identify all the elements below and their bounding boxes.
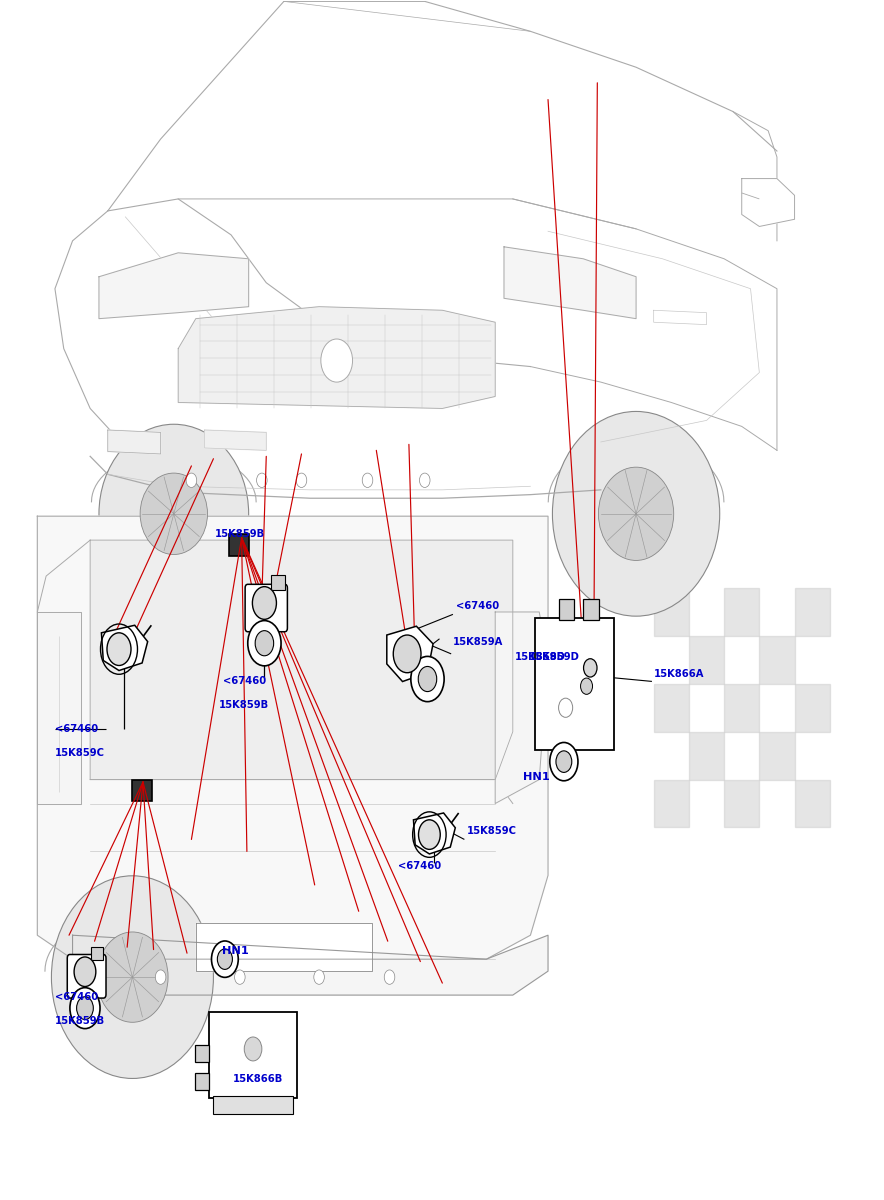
Circle shape xyxy=(559,698,573,718)
Circle shape xyxy=(107,632,131,666)
Ellipse shape xyxy=(96,932,168,1022)
Ellipse shape xyxy=(99,425,248,604)
Circle shape xyxy=(248,620,281,666)
Circle shape xyxy=(74,956,95,986)
Text: <67460: <67460 xyxy=(399,860,441,871)
Polygon shape xyxy=(102,625,148,671)
FancyBboxPatch shape xyxy=(195,1073,209,1090)
Text: 15K859B: 15K859B xyxy=(219,701,270,710)
Polygon shape xyxy=(37,516,548,959)
FancyBboxPatch shape xyxy=(229,534,248,556)
Text: <67460: <67460 xyxy=(223,677,266,686)
Circle shape xyxy=(211,941,239,977)
Ellipse shape xyxy=(141,473,208,554)
Bar xyxy=(795,684,830,732)
Circle shape xyxy=(576,672,597,701)
Bar xyxy=(759,732,795,780)
Circle shape xyxy=(234,970,245,984)
Circle shape xyxy=(296,473,307,487)
Polygon shape xyxy=(495,612,548,804)
Circle shape xyxy=(217,949,232,970)
Circle shape xyxy=(581,678,592,695)
Polygon shape xyxy=(196,923,372,971)
Polygon shape xyxy=(414,812,455,854)
Bar xyxy=(724,780,759,828)
Bar xyxy=(653,684,689,732)
FancyBboxPatch shape xyxy=(535,618,614,750)
Circle shape xyxy=(314,970,324,984)
Circle shape xyxy=(420,473,430,487)
Text: 15K859C: 15K859C xyxy=(55,749,105,758)
Circle shape xyxy=(385,970,395,984)
FancyBboxPatch shape xyxy=(559,599,575,620)
Polygon shape xyxy=(37,612,81,804)
FancyBboxPatch shape xyxy=(271,575,285,590)
Circle shape xyxy=(255,631,274,655)
Circle shape xyxy=(411,656,444,702)
Ellipse shape xyxy=(552,412,720,616)
Circle shape xyxy=(550,743,578,781)
FancyBboxPatch shape xyxy=(209,1012,297,1098)
Text: <67460: <67460 xyxy=(55,992,98,1002)
Text: scuderia: scuderia xyxy=(60,672,473,756)
Polygon shape xyxy=(179,307,495,408)
Bar xyxy=(724,684,759,732)
Polygon shape xyxy=(108,430,161,454)
FancyBboxPatch shape xyxy=(133,780,152,802)
Circle shape xyxy=(253,587,277,619)
Polygon shape xyxy=(387,626,433,682)
Text: 15K859B: 15K859B xyxy=(215,529,265,539)
Circle shape xyxy=(244,1037,262,1061)
Bar xyxy=(653,588,689,636)
Ellipse shape xyxy=(51,876,213,1079)
Bar xyxy=(689,636,724,684)
Bar xyxy=(795,780,830,828)
Circle shape xyxy=(187,473,197,487)
Circle shape xyxy=(156,970,166,984)
Text: <67460: <67460 xyxy=(55,725,98,734)
Circle shape xyxy=(70,988,100,1028)
Circle shape xyxy=(321,340,353,382)
Text: 15K866A: 15K866A xyxy=(653,670,705,679)
FancyBboxPatch shape xyxy=(583,599,599,620)
Text: HN1: HN1 xyxy=(222,946,248,955)
FancyBboxPatch shape xyxy=(91,947,103,960)
Polygon shape xyxy=(504,247,636,319)
Circle shape xyxy=(583,659,597,677)
Text: 15K859A: 15K859A xyxy=(453,637,503,647)
FancyBboxPatch shape xyxy=(213,1096,293,1114)
Bar xyxy=(653,780,689,828)
Polygon shape xyxy=(99,253,248,319)
Circle shape xyxy=(77,997,94,1020)
Polygon shape xyxy=(90,540,513,780)
FancyBboxPatch shape xyxy=(195,1045,209,1062)
Circle shape xyxy=(556,751,572,773)
FancyBboxPatch shape xyxy=(575,652,602,682)
Text: 15K859C: 15K859C xyxy=(467,826,517,836)
Circle shape xyxy=(393,635,421,673)
Text: 15K859B: 15K859B xyxy=(55,1016,105,1026)
Polygon shape xyxy=(204,430,266,450)
Bar xyxy=(689,732,724,780)
Bar xyxy=(795,588,830,636)
Polygon shape xyxy=(72,935,548,995)
Polygon shape xyxy=(653,311,706,325)
Text: <67460: <67460 xyxy=(455,601,499,611)
Polygon shape xyxy=(742,179,795,227)
Text: 15K859D: 15K859D xyxy=(529,653,580,662)
Ellipse shape xyxy=(598,467,674,560)
Bar xyxy=(759,636,795,684)
Circle shape xyxy=(256,473,267,487)
Circle shape xyxy=(362,473,373,487)
Circle shape xyxy=(418,820,440,850)
FancyBboxPatch shape xyxy=(67,954,106,998)
Text: c a r   p a r t s: c a r p a r t s xyxy=(203,756,330,774)
Text: HN1: HN1 xyxy=(523,772,550,782)
Bar xyxy=(724,588,759,636)
Circle shape xyxy=(418,666,437,691)
Text: 15K866B: 15K866B xyxy=(232,1074,283,1084)
FancyBboxPatch shape xyxy=(245,584,287,631)
Text: 15K859D: 15K859D xyxy=(514,653,566,662)
